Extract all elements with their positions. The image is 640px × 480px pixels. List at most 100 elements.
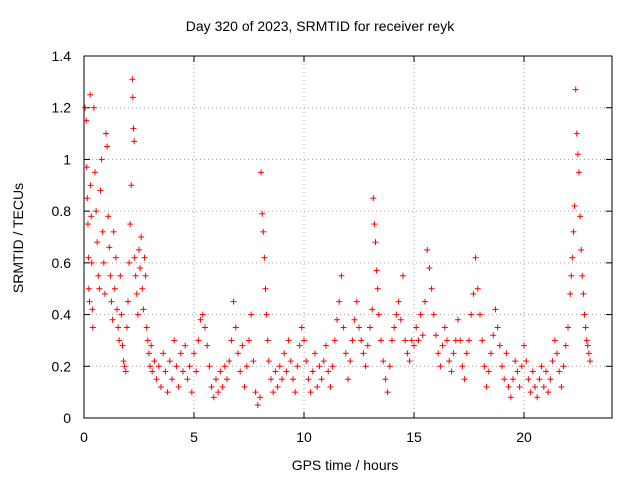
data-point [543, 368, 549, 375]
data-point [433, 332, 439, 339]
data-point [356, 324, 362, 331]
data-point [565, 324, 571, 331]
data-point [340, 324, 347, 331]
data-point [263, 311, 270, 318]
data-point [119, 342, 126, 349]
data-point [578, 246, 585, 253]
data-point [88, 259, 95, 266]
data-point [336, 298, 343, 305]
data-point [496, 342, 503, 349]
data-point [151, 358, 158, 365]
data-point [108, 298, 115, 305]
data-point [162, 368, 169, 375]
data-point [505, 383, 512, 390]
data-point [380, 358, 387, 365]
data-point [279, 376, 285, 383]
data-point [215, 389, 222, 396]
data-point [136, 246, 142, 253]
data-point [446, 358, 453, 365]
data-point [85, 254, 92, 261]
data-point [395, 298, 402, 305]
data-point [257, 394, 263, 401]
data-point [182, 342, 189, 349]
y-tick-label: 0.2 [52, 358, 72, 374]
data-point [554, 350, 560, 357]
data-point [123, 324, 130, 331]
data-point [470, 290, 477, 297]
data-point [276, 363, 283, 370]
data-point [422, 298, 428, 305]
data-point [114, 306, 120, 313]
x-tick-label: 0 [80, 429, 88, 445]
data-point [217, 368, 224, 375]
data-point [118, 311, 125, 318]
data-point [369, 306, 376, 313]
data-point [204, 342, 211, 349]
data-point [485, 368, 492, 375]
data-point [199, 311, 206, 318]
data-point [213, 376, 219, 383]
data-point [111, 285, 118, 292]
data-point [110, 228, 117, 235]
data-point [331, 337, 338, 344]
data-point [404, 350, 411, 357]
data-point [141, 254, 148, 261]
data-point [87, 182, 94, 189]
data-point [581, 311, 588, 318]
data-point [128, 182, 135, 189]
data-point [534, 394, 541, 401]
data-point [138, 234, 145, 240]
data-point [131, 138, 138, 145]
data-point [133, 290, 140, 297]
data-point [406, 358, 413, 365]
data-point [568, 272, 575, 279]
data-point [325, 368, 332, 375]
data-point [577, 213, 584, 220]
data-point [375, 311, 382, 318]
data-point [230, 298, 237, 305]
data-point [364, 342, 371, 349]
data-point [210, 394, 217, 401]
data-point [342, 350, 349, 357]
data-point [290, 376, 296, 383]
data-point [525, 376, 532, 383]
data-point [413, 324, 420, 331]
data-point [411, 342, 417, 349]
data-point [137, 265, 144, 272]
data-point [439, 342, 446, 349]
data-point [318, 376, 325, 383]
data-point [419, 332, 426, 339]
data-point [576, 169, 582, 176]
data-point [125, 298, 131, 305]
data-point [173, 363, 180, 370]
data-point [448, 368, 455, 375]
data-point [314, 383, 321, 390]
data-point [268, 376, 274, 383]
data-point [155, 363, 162, 370]
y-tick-label: 0.6 [52, 255, 72, 271]
data-point [572, 86, 579, 93]
data-point [573, 130, 580, 137]
data-point [139, 285, 146, 292]
data-point [260, 228, 267, 235]
data-point [262, 285, 269, 292]
data-point [428, 285, 435, 292]
data-point [166, 358, 173, 365]
data-point [130, 125, 137, 132]
data-point [147, 363, 153, 370]
data-point [384, 389, 391, 396]
data-point [587, 358, 593, 365]
data-point [479, 337, 486, 344]
grid-lines [84, 56, 612, 418]
data-point [294, 363, 301, 370]
data-point [349, 337, 356, 344]
data-point [129, 76, 136, 83]
data-point [320, 358, 327, 365]
data-point [107, 272, 114, 279]
data-point [570, 228, 577, 235]
y-tick-label: 0.8 [52, 203, 72, 219]
data-point [345, 376, 351, 383]
data-point [329, 363, 336, 370]
y-tick-label: 0.4 [52, 307, 72, 323]
data-point [246, 337, 252, 344]
